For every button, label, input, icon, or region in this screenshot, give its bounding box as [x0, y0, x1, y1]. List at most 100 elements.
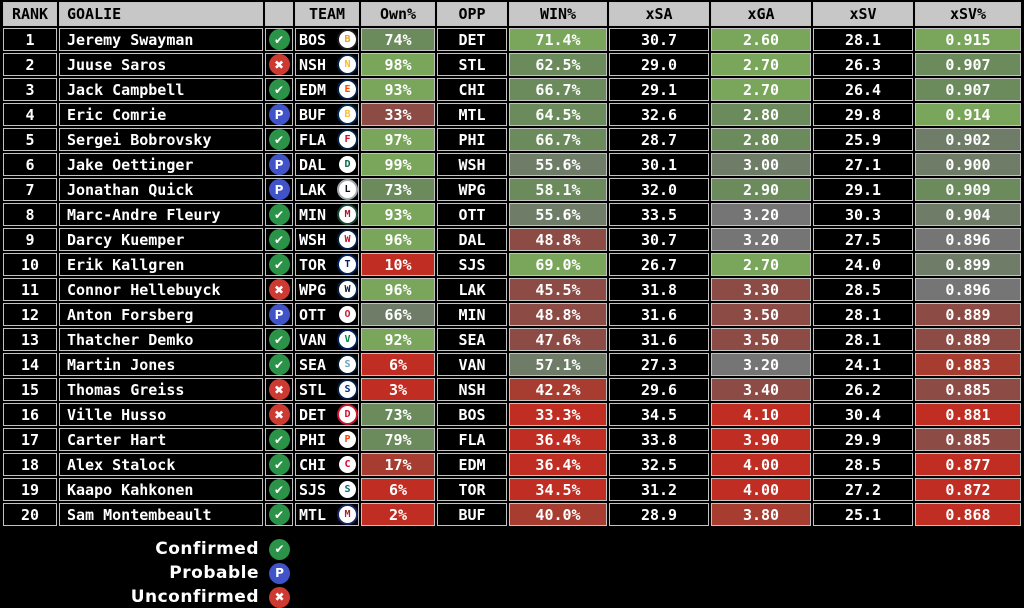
- team-abbr: LAK: [299, 180, 327, 199]
- probable-p-icon: P: [269, 562, 290, 584]
- team-logo-icon: V: [337, 329, 358, 350]
- xsv-cell: 24.1: [813, 353, 913, 376]
- rank-cell: 15: [3, 378, 57, 401]
- col-header-xga: xGA: [711, 2, 811, 26]
- xga-cell: 2.70: [711, 253, 811, 276]
- team-logo-icon: D: [337, 404, 358, 425]
- table-row: 7 Jonathan Quick P LAK L 73% WPG 58.1% 3…: [3, 178, 1021, 201]
- unconfirmed-x-icon: ✖: [269, 586, 290, 608]
- team-wrap: TOR T: [296, 254, 358, 275]
- xga-cell: 2.90: [711, 178, 811, 201]
- xsv-cell: 29.8: [813, 103, 913, 126]
- rank-cell: 4: [3, 103, 57, 126]
- rank-cell: 16: [3, 403, 57, 426]
- xsv-cell: 30.3: [813, 203, 913, 226]
- team-wrap: DAL D: [296, 154, 358, 175]
- team-logo-icon: W: [337, 279, 358, 300]
- goalie-name-cell: Eric Comrie: [59, 103, 263, 126]
- status-icon: ✔: [268, 204, 290, 225]
- team-cell: DET D: [295, 403, 359, 426]
- xsa-cell: 32.6: [609, 103, 709, 126]
- status-icon: ✔: [268, 79, 290, 100]
- rank-cell: 12: [3, 303, 57, 326]
- status-icon: ✔: [268, 254, 290, 275]
- team-wrap: BUF B: [296, 104, 358, 125]
- team-abbr: WSH: [299, 230, 327, 249]
- team-abbr: NSH: [299, 55, 327, 74]
- goalie-name-cell: Jake Oettinger: [59, 153, 263, 176]
- own-pct-cell: 92%: [361, 328, 435, 351]
- team-wrap: SEA S: [296, 354, 358, 375]
- own-pct-cell: 74%: [361, 28, 435, 51]
- status-cell: P: [265, 178, 293, 201]
- team-logo-icon: F: [337, 129, 358, 150]
- xga-cell: 4.00: [711, 453, 811, 476]
- win-pct-cell: 69.0%: [509, 253, 607, 276]
- opp-cell: EDM: [437, 453, 507, 476]
- team-cell: DAL D: [295, 153, 359, 176]
- win-pct-cell: 64.5%: [509, 103, 607, 126]
- status-icon: P: [268, 154, 290, 175]
- team-abbr: SJS: [299, 480, 327, 499]
- xsv-pct-cell: 0.881: [915, 403, 1021, 426]
- win-pct-cell: 36.4%: [509, 453, 607, 476]
- win-pct-cell: 47.6%: [509, 328, 607, 351]
- xga-cell: 4.10: [711, 403, 811, 426]
- status-icon: ✔: [268, 129, 290, 150]
- goalie-name-cell: Anton Forsberg: [59, 303, 263, 326]
- status-cell: ✔: [265, 128, 293, 151]
- xsa-cell: 32.0: [609, 178, 709, 201]
- table-row: 17 Carter Hart ✔ PHI P 79% FLA 36.4% 33.…: [3, 428, 1021, 451]
- opp-cell: SEA: [437, 328, 507, 351]
- goalie-name-cell: Juuse Saros: [59, 53, 263, 76]
- status-icon: ✔: [268, 429, 290, 450]
- status-cell: ✔: [265, 478, 293, 501]
- xsv-pct-cell: 0.896: [915, 228, 1021, 251]
- opp-cell: DET: [437, 28, 507, 51]
- xsv-cell: 27.1: [813, 153, 913, 176]
- xsv-cell: 26.2: [813, 378, 913, 401]
- opp-cell: FLA: [437, 428, 507, 451]
- legend-row-probable: Probable P: [0, 562, 1024, 584]
- rank-cell: 5: [3, 128, 57, 151]
- table-row: 5 Sergei Bobrovsky ✔ FLA F 97% PHI 66.7%…: [3, 128, 1021, 151]
- team-abbr: BOS: [299, 30, 327, 49]
- col-header-xsa: xSA: [609, 2, 709, 26]
- xga-cell: 3.80: [711, 503, 811, 526]
- team-cell: STL S: [295, 378, 359, 401]
- own-pct-cell: 98%: [361, 53, 435, 76]
- team-cell: BUF B: [295, 103, 359, 126]
- team-logo-icon: E: [337, 79, 358, 100]
- status-cell: P: [265, 153, 293, 176]
- team-cell: MIN M: [295, 203, 359, 226]
- xsv-pct-cell: 0.909: [915, 178, 1021, 201]
- team-abbr: EDM: [299, 80, 327, 99]
- rank-cell: 14: [3, 353, 57, 376]
- goalie-name-cell: Sergei Bobrovsky: [59, 128, 263, 151]
- xsa-cell: 27.3: [609, 353, 709, 376]
- status-cell: ✔: [265, 78, 293, 101]
- xsa-cell: 30.1: [609, 153, 709, 176]
- table-row: 11 Connor Hellebuyck ✖ WPG W 96% LAK 45.…: [3, 278, 1021, 301]
- col-header-status: [265, 2, 293, 26]
- xsa-cell: 30.7: [609, 228, 709, 251]
- xsv-pct-cell: 0.885: [915, 378, 1021, 401]
- table-row: 12 Anton Forsberg P OTT O 66% MIN 48.8% …: [3, 303, 1021, 326]
- xsv-cell: 27.5: [813, 228, 913, 251]
- opp-cell: SJS: [437, 253, 507, 276]
- rank-cell: 7: [3, 178, 57, 201]
- xsa-cell: 33.5: [609, 203, 709, 226]
- win-pct-cell: 71.4%: [509, 28, 607, 51]
- table-row: 15 Thomas Greiss ✖ STL S 3% NSH 42.2% 29…: [3, 378, 1021, 401]
- status-cell: P: [265, 303, 293, 326]
- status-icon: P: [268, 104, 290, 125]
- team-abbr: BUF: [299, 105, 327, 124]
- status-cell: ✔: [265, 28, 293, 51]
- win-pct-cell: 45.5%: [509, 278, 607, 301]
- col-header-win-pct: WIN%: [509, 2, 607, 26]
- team-cell: FLA F: [295, 128, 359, 151]
- status-cell: ✔: [265, 253, 293, 276]
- status-icon: ✔: [268, 229, 290, 250]
- win-pct-cell: 57.1%: [509, 353, 607, 376]
- team-wrap: CHI C: [296, 454, 358, 475]
